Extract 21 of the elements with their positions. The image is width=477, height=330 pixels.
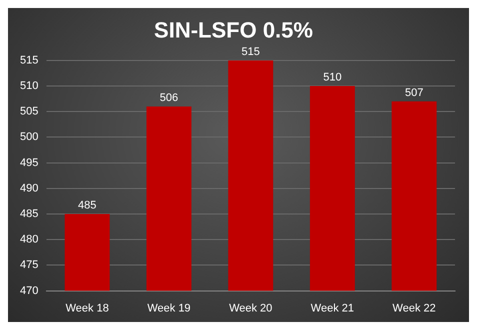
data-label: 506 [160, 92, 178, 104]
y-tick-label: 475 [20, 259, 38, 272]
x-tick-label: Week 18 [66, 302, 109, 314]
y-tick-label: 510 [20, 80, 38, 92]
x-tick-label: Week 20 [229, 302, 272, 314]
y-tick-label: 515 [20, 54, 38, 66]
data-label: 507 [404, 86, 424, 99]
y-tick-label: 490 [20, 182, 38, 194]
data-label: 510 [323, 72, 342, 84]
x-tick-label: Week 19 [147, 302, 191, 314]
y-tick-label: 480 [20, 234, 38, 246]
y-tick-label: 495 [20, 156, 38, 169]
y-tick-label: 470 [20, 284, 38, 297]
y-tick-label: 500 [20, 131, 38, 144]
chart-title: SIN-LSFO 0.5% [154, 17, 313, 42]
y-tick-label: 505 [20, 106, 38, 118]
data-label: 485 [78, 200, 96, 212]
y-tick-label: 485 [20, 208, 38, 220]
x-tick-label: Week 22 [392, 302, 436, 314]
data-label: 515 [241, 46, 260, 58]
x-tick-label: Week 21 [310, 302, 354, 314]
